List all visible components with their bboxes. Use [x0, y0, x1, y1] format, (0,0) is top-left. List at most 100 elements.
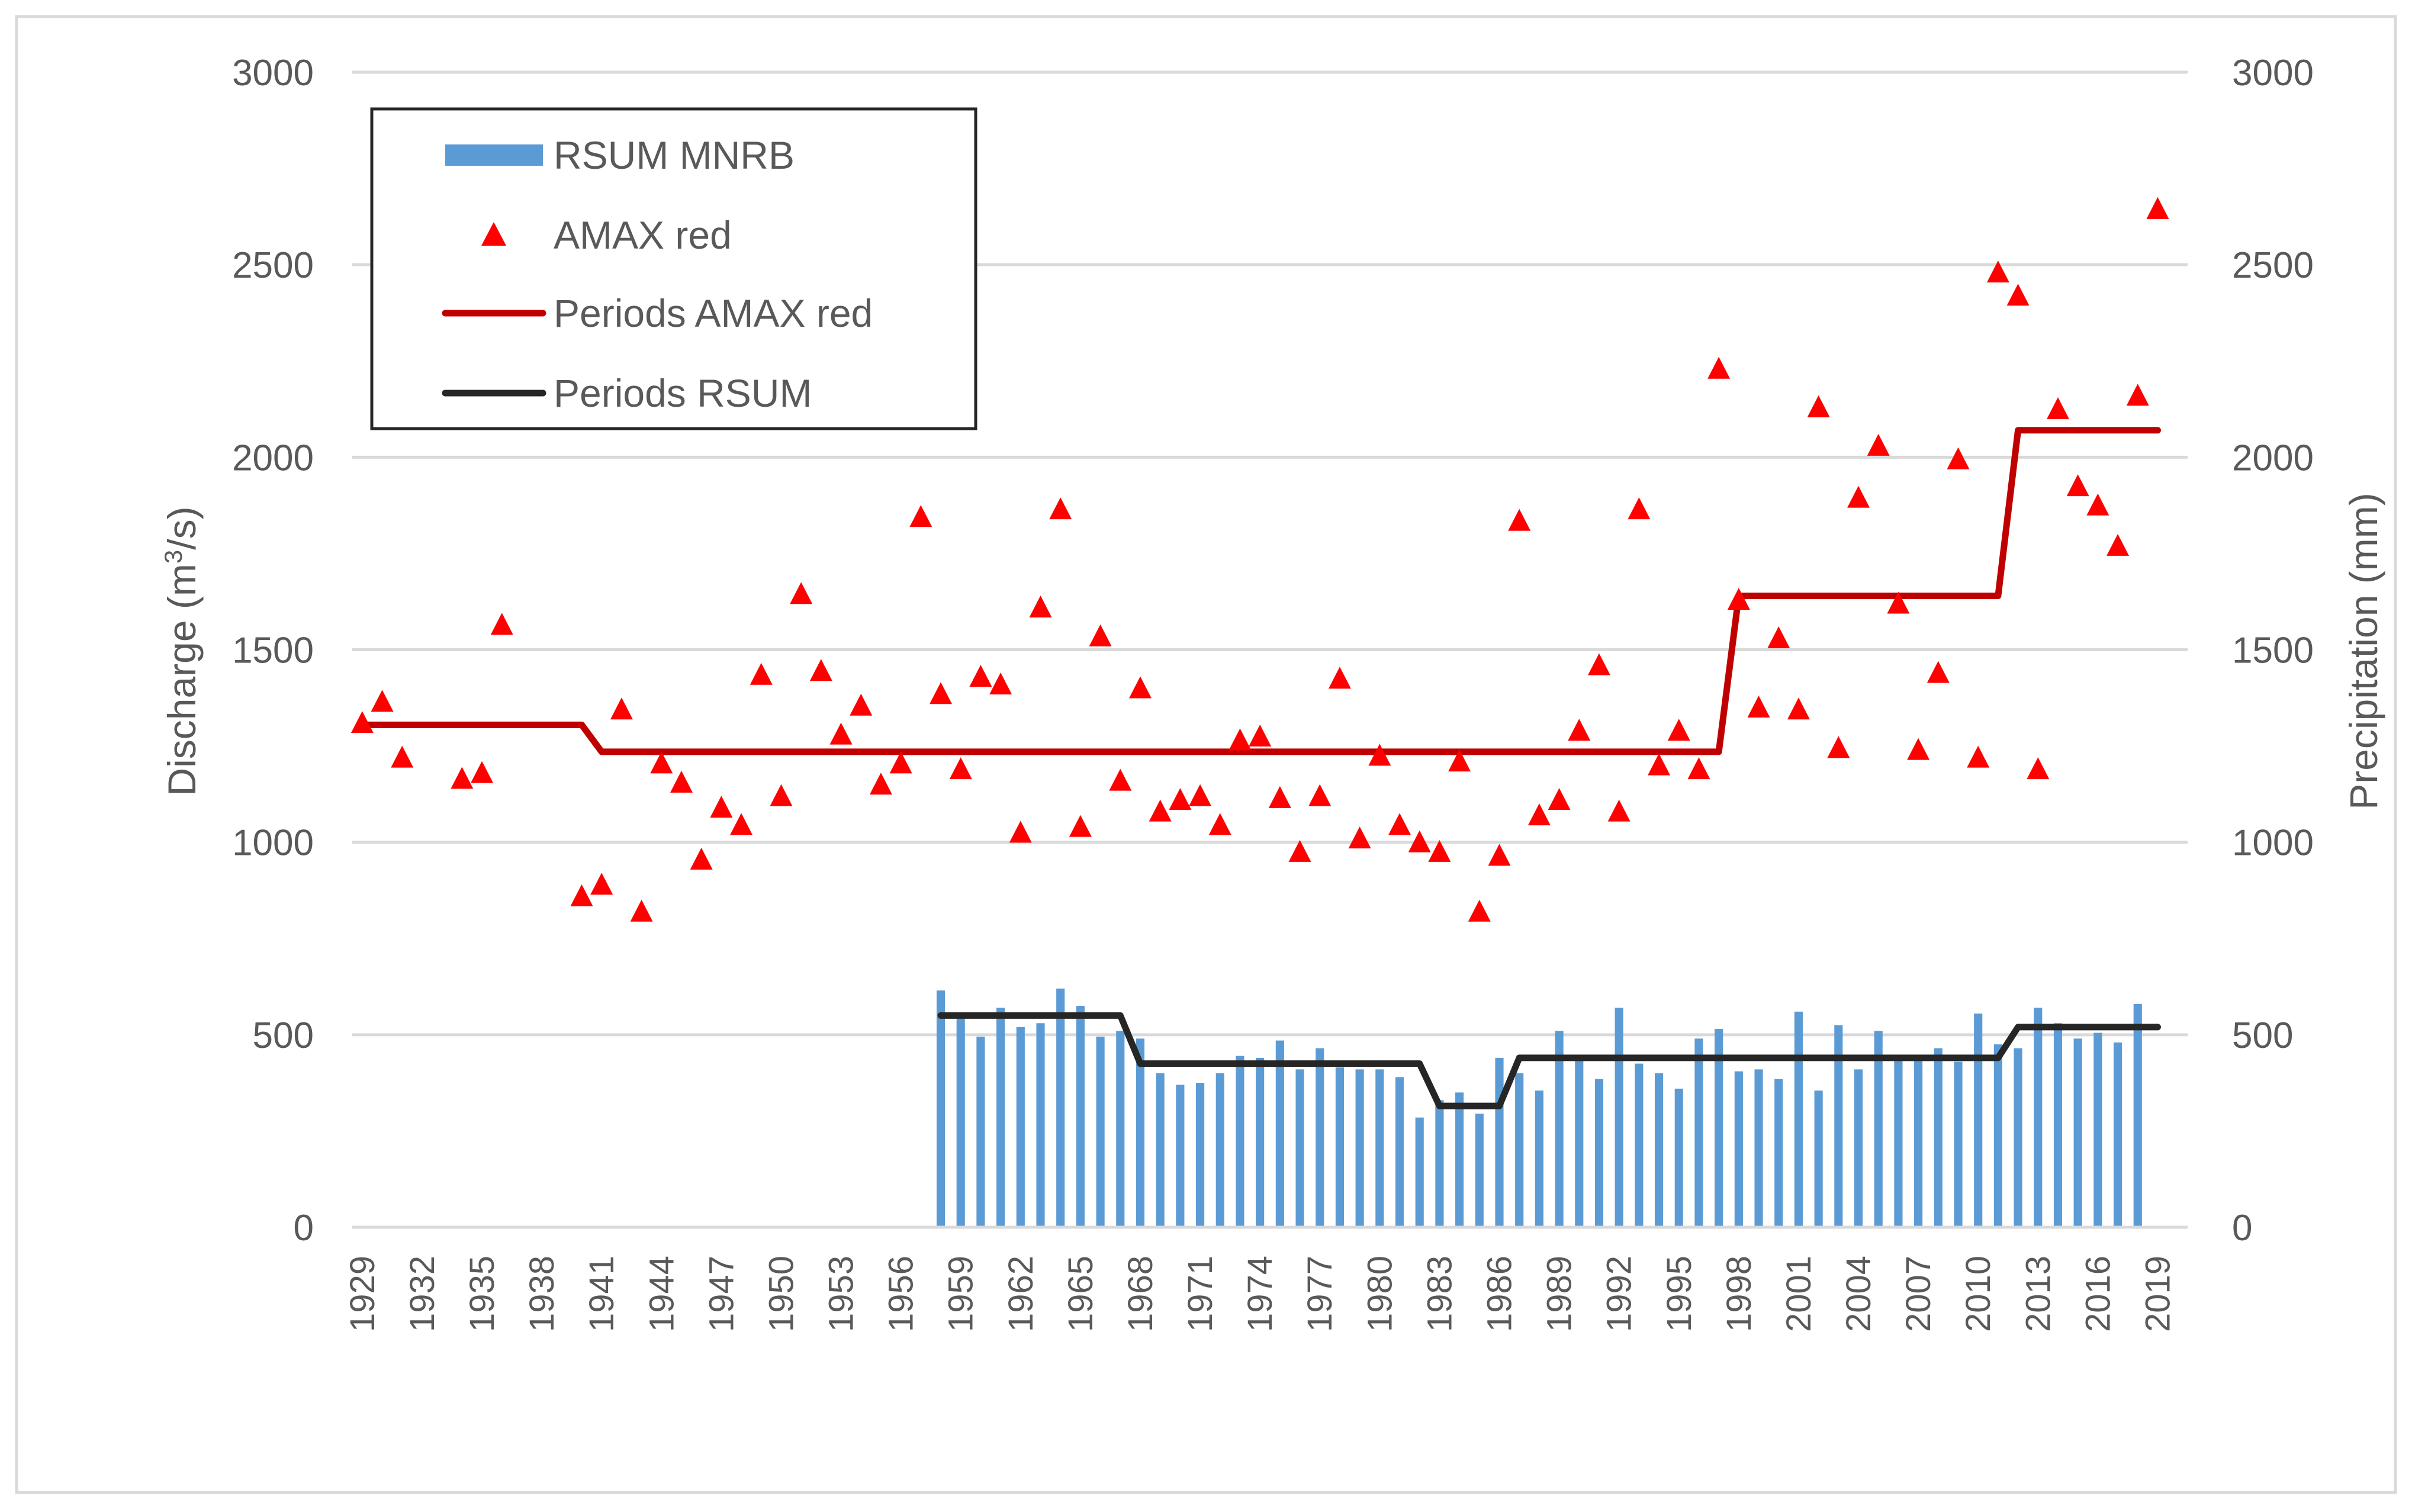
amax-marker [1288, 839, 1311, 862]
amax-marker [1827, 736, 1850, 758]
legend-label: RSUM MNRB [554, 133, 795, 177]
y-right-tick-label: 1000 [2232, 823, 2314, 864]
rsum-bar [1874, 1031, 1883, 1227]
rsum-bar [1355, 1069, 1364, 1227]
y-left-tick-label: 2500 [232, 245, 314, 286]
amax-marker [451, 767, 474, 789]
rsum-bar [1555, 1031, 1564, 1227]
amax-marker [1887, 591, 1910, 614]
rsum-bar [1256, 1057, 1265, 1227]
y-right-tick-label: 2000 [2232, 437, 2314, 478]
rsum-bar [1316, 1048, 1324, 1227]
x-tick-label: 1941 [583, 1256, 621, 1332]
x-tick-label: 2007 [1899, 1256, 1938, 1332]
amax-marker [1208, 813, 1231, 835]
y-right-tick-label: 0 [2232, 1208, 2252, 1249]
rsum-bar [1136, 1038, 1145, 1227]
amax-marker [809, 659, 832, 681]
y-left-title-sup: 3 [159, 550, 187, 564]
x-tick-label: 1995 [1660, 1256, 1699, 1332]
amax-marker [1169, 788, 1192, 810]
rsum-bars [936, 988, 2142, 1227]
amax-marker [2086, 493, 2109, 516]
rsum-bar [1076, 1006, 1085, 1227]
x-tick-label: 2001 [1780, 1256, 1818, 1332]
x-tick-label: 2004 [1839, 1256, 1878, 1332]
rsum-bar [1694, 1038, 1703, 1227]
rsum-bar [1575, 1057, 1584, 1227]
x-tick-label: 1944 [642, 1256, 681, 1332]
period-line-rsum [937, 1012, 2161, 1109]
rsum-bar [1834, 1025, 1843, 1227]
amax-marker [1667, 719, 1690, 741]
x-tick-label: 1953 [822, 1256, 861, 1332]
amax-marker [1527, 803, 1551, 826]
amax-marker [1767, 626, 1790, 648]
y-right-tick-label: 2500 [2232, 245, 2314, 286]
rsum-bar [1814, 1090, 1823, 1227]
x-tick-label: 1932 [403, 1256, 442, 1332]
amax-marker [1687, 757, 1710, 780]
rsum-bar [1335, 1067, 1345, 1227]
y-left-tick-label: 3000 [232, 53, 314, 94]
rsum-bar [2133, 1003, 2142, 1227]
x-tick-label: 1977 [1301, 1256, 1339, 1332]
rsum-bar [1116, 1031, 1125, 1227]
y-right-tick-label: 1500 [2232, 630, 2314, 671]
amax-marker [1308, 784, 1332, 806]
rsum-bar [2073, 1038, 2082, 1227]
amax-marker [1328, 667, 1351, 689]
amax-marker [1368, 744, 1391, 766]
amax-marker [1468, 899, 1491, 922]
rsum-bar [1475, 1114, 1484, 1227]
rsum-bar [936, 990, 945, 1227]
y-left-title-end: /s) [160, 506, 204, 549]
rsum-bar [976, 1037, 985, 1227]
amax-marker [1967, 745, 1990, 768]
y-left-tick-label: 1000 [232, 823, 314, 864]
legend: RSUM MNRB AMAX red Periods AMAX red Periods… [370, 107, 977, 430]
amax-marker [1189, 784, 1212, 806]
amax-marker [1648, 753, 1671, 776]
rsum-bar [1435, 1100, 1444, 1227]
amax-marker [750, 662, 773, 685]
rsum-bar [1674, 1088, 1683, 1227]
amax-marker [1707, 356, 1731, 379]
y-right-tick-label: 500 [2232, 1015, 2293, 1056]
amax-marker [710, 796, 733, 818]
rsum-bar [2053, 1023, 2063, 1227]
x-tick-label: 1950 [762, 1256, 800, 1332]
x-tick-label: 1938 [523, 1256, 561, 1332]
amax-marker [490, 613, 513, 635]
amax-marker [2126, 384, 2149, 406]
amax-marker [889, 751, 912, 774]
amax-marker [790, 582, 813, 604]
rsum-bar [956, 1015, 965, 1227]
rsum-bar [1794, 1011, 1803, 1227]
amax-marker [690, 847, 713, 870]
amax-marker [1947, 447, 1970, 469]
x-tick-label: 2019 [2138, 1256, 2177, 1332]
amax-marker [391, 745, 414, 768]
amax-marker [2146, 197, 2169, 219]
rsum-bar [996, 1008, 1005, 1227]
axes: 0 500 1000 1500 2000 2500 3000 0 500 1000 1500 2000… [159, 53, 2386, 1332]
rsum-bar [1754, 1069, 1763, 1227]
x-tick-label: 1965 [1062, 1256, 1100, 1332]
amax-markers [350, 197, 2169, 922]
x-tick-label: 1929 [343, 1256, 382, 1332]
amax-marker [829, 722, 853, 745]
rsum-bar [1275, 1040, 1284, 1227]
rsum-bar [1715, 1029, 1723, 1227]
rsum-bar [1156, 1073, 1165, 1227]
y-left-tick-label: 1500 [232, 630, 314, 671]
y-left-tick-label: 0 [294, 1208, 314, 1249]
y-right-tick-label: 3000 [2232, 53, 2314, 94]
rsum-bar [1914, 1060, 1923, 1227]
rsum-bar [1375, 1069, 1384, 1227]
rsum-bar [2093, 1032, 2102, 1227]
amax-marker [1069, 815, 1092, 837]
amax-marker [1927, 661, 1950, 683]
rsum-bar [1415, 1117, 1424, 1227]
